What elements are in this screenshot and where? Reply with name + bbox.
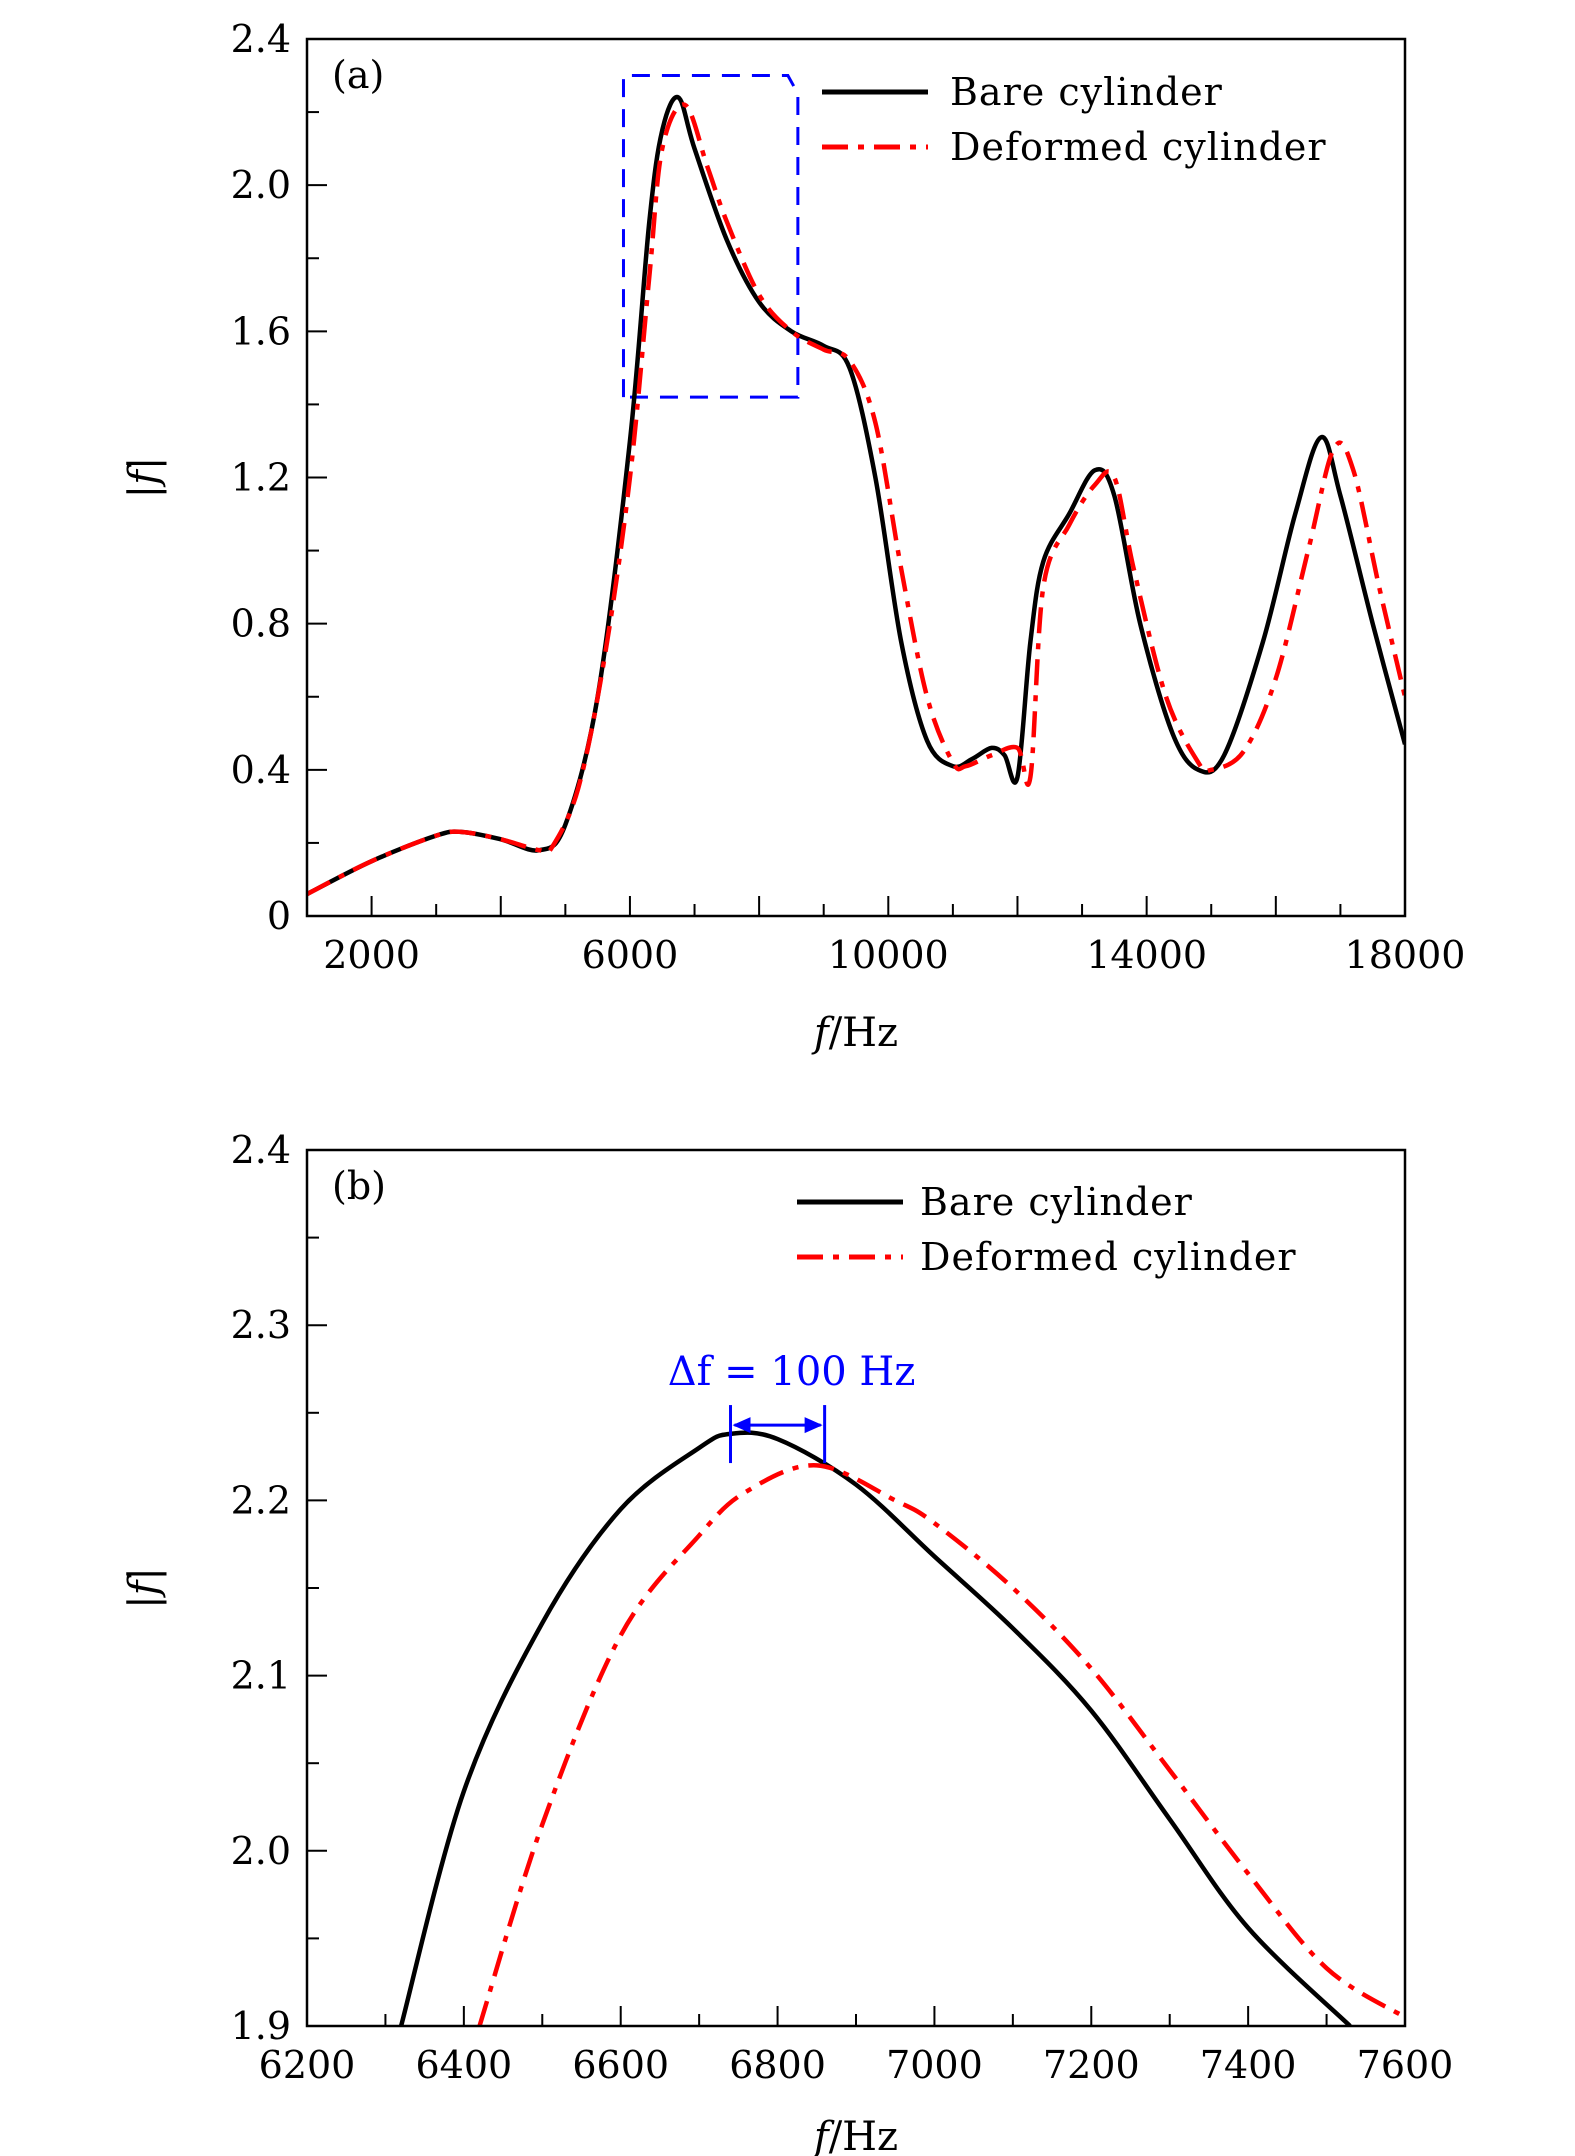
y-tick-label: 0.8 [231, 602, 291, 646]
x-tick-label: 7200 [1043, 2043, 1140, 2087]
legend-label: Deformed cylinder [950, 125, 1327, 169]
x-tick-label: 2000 [323, 933, 420, 977]
series-line-deformed [477, 1463, 1405, 2026]
arrowhead-icon [732, 1417, 751, 1434]
y-tick-label: 2.2 [231, 1478, 291, 1522]
series-line-bare [398, 1430, 1352, 2026]
delta-f-annotation: Δf = 100 Hz [668, 1349, 916, 1464]
series-line-deformed [307, 102, 1405, 897]
x-tick-label: 6000 [582, 933, 679, 977]
x-tick-label: 6400 [415, 2043, 512, 2087]
x-tick-label: 7400 [1200, 2043, 1297, 2087]
y-tick-label: 0.4 [231, 748, 291, 792]
x-tick-label: 7000 [886, 2043, 983, 2087]
panel-label: (b) [332, 1164, 386, 1208]
x-tick-label: 6200 [259, 2043, 356, 2087]
legend-label: Bare cylinder [920, 1180, 1193, 1224]
x-tick-label: 18000 [1345, 933, 1466, 977]
y-axis-label: |f| [121, 1567, 167, 1609]
y-tick-label: 2.1 [231, 1654, 291, 1698]
y-tick-label: 2.4 [231, 17, 291, 61]
legend-label: Deformed cylinder [920, 1235, 1297, 1279]
y-tick-label: 1.2 [231, 456, 291, 500]
panel-label: (a) [332, 53, 384, 97]
y-tick-label: 2.4 [231, 1128, 291, 1172]
y-tick-label: 2.3 [231, 1303, 291, 1347]
y-axis-label: |f| [121, 457, 167, 499]
series-line-bare [307, 94, 1405, 897]
annotation-label: Δf = 100 Hz [668, 1349, 916, 1395]
x-tick-label: 10000 [828, 933, 949, 977]
x-tick-label: 14000 [1086, 933, 1207, 977]
y-tick-label: 2.0 [231, 163, 291, 207]
panel-a: 2000 6000 10000 14000 18000 0 0.4 0.8 1.2 1.6 2.0 2… [121, 17, 1465, 1056]
x-tick-label: 6600 [572, 2043, 669, 2087]
plot-frame [305, 1148, 1407, 2028]
y-tick-label: 1.6 [231, 309, 291, 353]
x-axis-label: f/Hz [811, 2114, 898, 2156]
y-tick-label: 0 [267, 894, 291, 938]
plot-frame [305, 37, 1407, 918]
x-tick-label: 7600 [1357, 2043, 1454, 2087]
x-tick-label: 6800 [729, 2043, 826, 2087]
zoom-box [621, 74, 800, 399]
panel-b: 6200 6400 6600 6800 7000 7200 7400 7600 1.9 2.0 2.… [121, 1128, 1453, 2156]
arrowhead-icon [804, 1417, 823, 1434]
x-axis-label: f/Hz [811, 1010, 898, 1056]
y-tick-label: 2.0 [231, 1829, 291, 1873]
y-tick-label: 1.9 [231, 2004, 291, 2048]
legend-label: Bare cylinder [950, 70, 1223, 114]
